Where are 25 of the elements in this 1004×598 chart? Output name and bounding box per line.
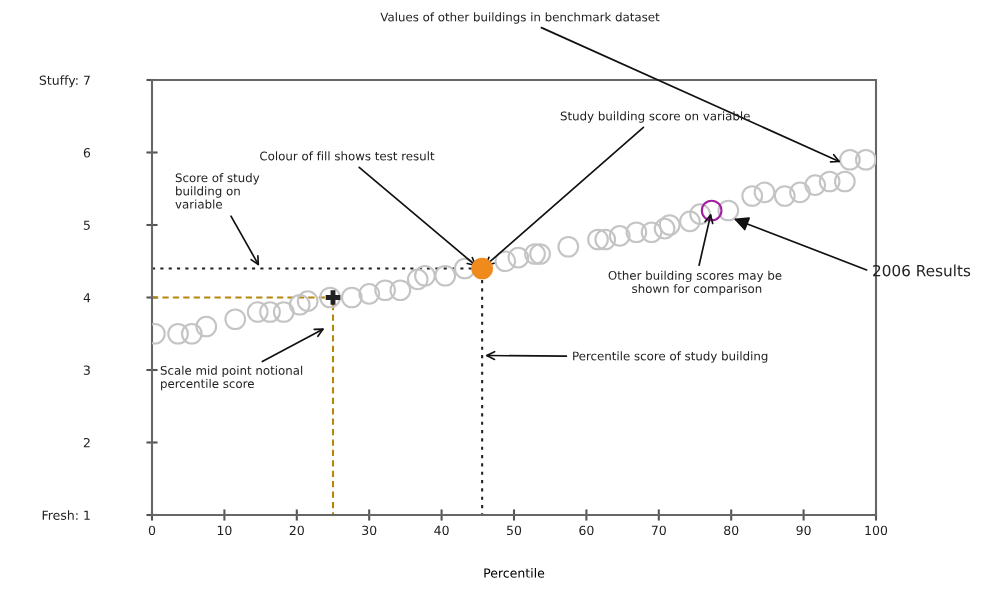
- x-tick-label: 80: [724, 525, 739, 536]
- y-tick-label: Stuffy: 7: [39, 75, 90, 88]
- x-tick-label: 30: [362, 525, 377, 536]
- x-tick-label: 100: [865, 525, 888, 536]
- annotation: Score of study building on variable: [175, 173, 260, 209]
- x-tick-label: 60: [579, 525, 594, 536]
- x-tick-label: 10: [217, 525, 232, 536]
- y-tick-label: 6: [83, 147, 91, 158]
- annotation: Colour of fill shows test result: [260, 151, 435, 161]
- annotation: Scale mid point notional percentile score: [160, 365, 303, 391]
- annotation: Other building scores may be shown for comparison: [608, 270, 782, 296]
- y-tick-label: 5: [83, 220, 90, 230]
- x-axis-title: Percentile: [484, 568, 545, 578]
- x-tick-label: 70: [651, 525, 666, 536]
- x-tick-label: 90: [796, 525, 811, 536]
- y-tick-label: 2: [83, 437, 90, 448]
- y-tick-label: 4: [83, 293, 91, 303]
- y-tick-label: Fresh: 1: [42, 510, 90, 520]
- annotation: Percentile score of study building: [573, 351, 768, 363]
- x-tick-label: 20: [289, 525, 304, 536]
- x-tick-label: 0: [148, 525, 156, 536]
- x-tick-label: 40: [434, 525, 449, 536]
- annotation: Values of other buildings in benchmark dataset: [380, 12, 660, 24]
- y-tick-label: 3: [83, 365, 90, 375]
- x-tick-label: 50: [507, 525, 522, 536]
